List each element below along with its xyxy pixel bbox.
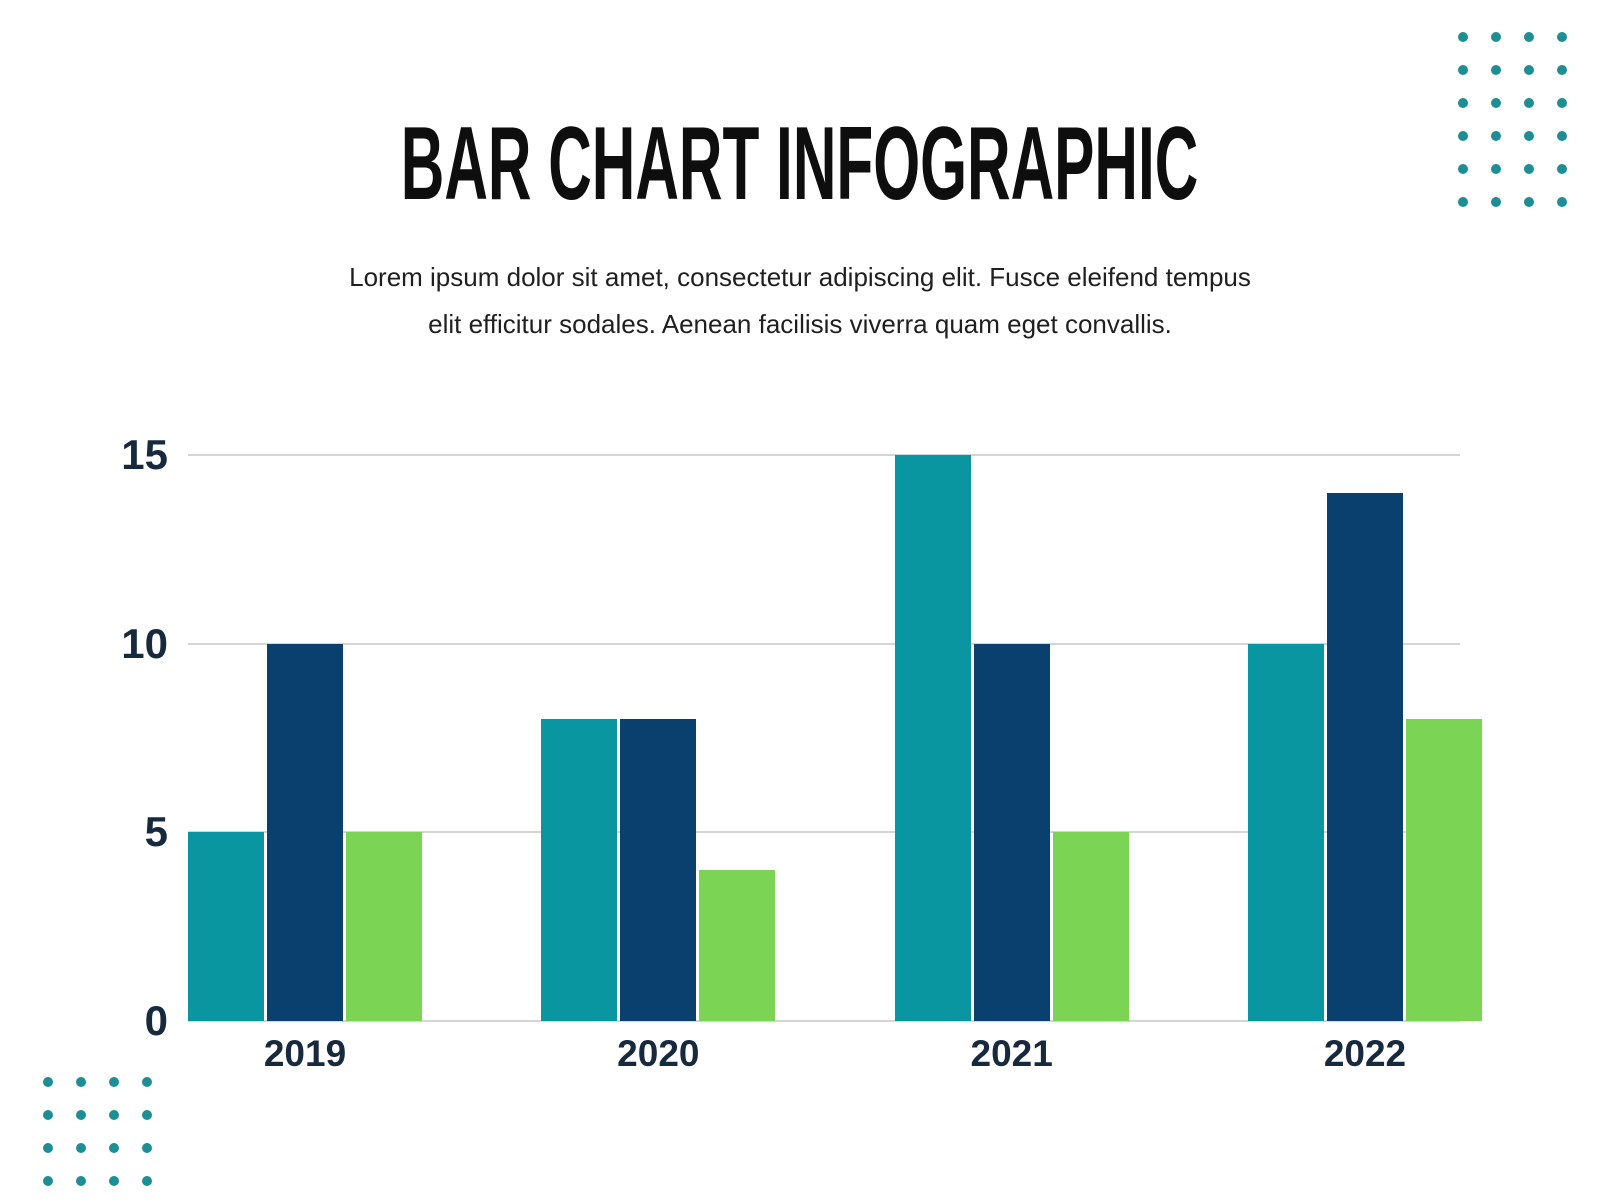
decor-dot bbox=[76, 1077, 86, 1087]
decor-dot bbox=[43, 1110, 53, 1120]
decor-dot bbox=[142, 1110, 152, 1120]
decor-dot bbox=[109, 1077, 119, 1087]
decor-dot bbox=[1458, 197, 1468, 207]
decor-dot bbox=[76, 1176, 86, 1186]
decor-dot bbox=[1557, 65, 1567, 75]
decor-dot bbox=[142, 1176, 152, 1186]
decor-dot bbox=[1491, 98, 1501, 108]
bar-navy-2020 bbox=[620, 719, 697, 1021]
y-axis: 15 10 5 0 bbox=[0, 434, 168, 1042]
decor-dot bbox=[43, 1143, 53, 1153]
gridline-15 bbox=[188, 454, 1460, 456]
decor-dot bbox=[1458, 98, 1468, 108]
decor-dot bbox=[1491, 131, 1501, 141]
decor-dot bbox=[1458, 32, 1468, 42]
decor-dot bbox=[1458, 164, 1468, 174]
decor-dots-bottom-left bbox=[43, 1077, 152, 1186]
bar-green-2021 bbox=[1052, 832, 1129, 1021]
decor-dot bbox=[109, 1176, 119, 1186]
bar-green-2022 bbox=[1405, 719, 1482, 1021]
decor-dot bbox=[1491, 164, 1501, 174]
bar-teal-2021 bbox=[894, 455, 971, 1021]
gridline-5 bbox=[188, 831, 1460, 834]
decor-dot bbox=[142, 1077, 152, 1087]
decor-dot bbox=[76, 1110, 86, 1120]
y-tick-label-10: 10 bbox=[121, 619, 168, 667]
y-tick-label-15: 15 bbox=[121, 431, 168, 478]
x-tick-label-2019: 2019 bbox=[263, 1033, 347, 1074]
plot-area: 2019 2020 2021 2022 bbox=[188, 454, 1482, 1072]
bar-group-2022: 2022 bbox=[1247, 455, 1482, 1072]
x-tick-label-2021: 2021 bbox=[970, 1033, 1053, 1074]
bar-navy-2022 bbox=[1326, 492, 1403, 1021]
decor-dot bbox=[1458, 65, 1468, 75]
decor-dot bbox=[76, 1143, 86, 1153]
decor-dot bbox=[1491, 197, 1501, 207]
decor-dot bbox=[1557, 197, 1567, 207]
bar-teal-2019 bbox=[188, 832, 264, 1021]
decor-dot bbox=[1557, 131, 1567, 141]
decor-dot bbox=[109, 1110, 119, 1120]
decor-dot bbox=[1524, 98, 1534, 108]
decor-dots-top-right bbox=[1458, 32, 1567, 207]
decor-dot bbox=[142, 1143, 152, 1153]
gridline-0 bbox=[188, 1020, 1460, 1022]
decor-dot bbox=[1557, 98, 1567, 108]
decor-dot bbox=[1524, 197, 1534, 207]
decor-dot bbox=[1557, 32, 1567, 42]
bar-groups: 2019 2020 2021 2022 bbox=[188, 455, 1482, 1072]
decor-dot bbox=[1524, 131, 1534, 141]
bar-teal-2020 bbox=[541, 719, 618, 1021]
bar-green-2019 bbox=[346, 832, 422, 1021]
bar-group-2019: 2019 bbox=[188, 455, 422, 1072]
decor-dot bbox=[1491, 32, 1501, 42]
y-tick-label-5: 5 bbox=[144, 808, 168, 856]
decor-dot bbox=[1491, 65, 1501, 75]
decor-dot bbox=[1557, 164, 1567, 174]
page-title: BAR CHART INFOGRAPHIC bbox=[401, 106, 1199, 222]
decor-dot bbox=[1458, 131, 1468, 141]
y-tick-label-0: 0 bbox=[144, 997, 168, 1044]
x-tick-label-2022: 2022 bbox=[1323, 1033, 1407, 1074]
gridline-10 bbox=[188, 642, 1460, 645]
decor-dot bbox=[1524, 32, 1534, 42]
decor-dot bbox=[109, 1143, 119, 1153]
bar-group-2020: 2020 bbox=[541, 455, 776, 1072]
decor-dot bbox=[1524, 65, 1534, 75]
decor-dot bbox=[43, 1176, 53, 1186]
bar-navy-2021 bbox=[973, 643, 1050, 1021]
x-tick-label-2020: 2020 bbox=[617, 1033, 700, 1074]
bar-green-2020 bbox=[699, 870, 776, 1021]
header: BAR CHART INFOGRAPHIC bbox=[0, 112, 1600, 216]
bar-group-2021: 2021 bbox=[894, 455, 1129, 1072]
bar-navy-2019 bbox=[267, 643, 343, 1021]
page-subtitle: Lorem ipsum dolor sit amet, consectetur … bbox=[349, 262, 1251, 339]
decor-dot bbox=[43, 1077, 53, 1087]
decor-dot bbox=[1524, 164, 1534, 174]
bar-teal-2022 bbox=[1247, 643, 1324, 1021]
